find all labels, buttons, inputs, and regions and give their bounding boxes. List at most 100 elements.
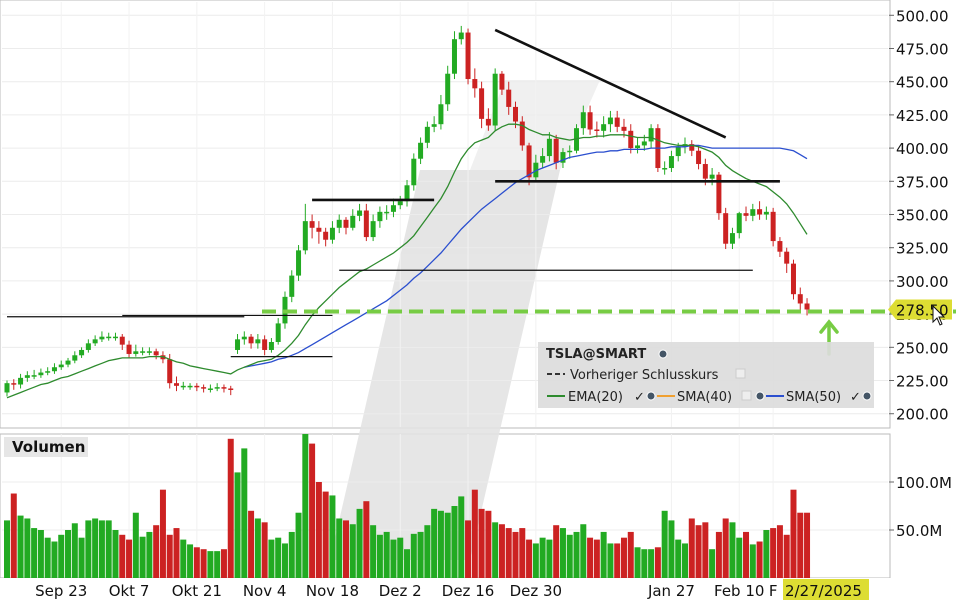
candle	[24, 371, 30, 382]
candle-body	[58, 364, 64, 368]
volume-bar	[661, 510, 668, 578]
candle	[11, 379, 17, 390]
candle	[424, 121, 430, 149]
volume-bar	[98, 520, 105, 578]
candle	[235, 334, 241, 354]
time-axis: Sep 23 Okt 7 Okt 21 Nov 4 Nov 18 Dez 2 Dez 16 D…	[35, 582, 777, 600]
candle	[628, 124, 634, 154]
candle-body	[580, 112, 586, 129]
volume-bar	[4, 520, 10, 578]
legend-sma50-check-icon[interactable]: ✓	[850, 390, 861, 405]
volume-bar	[729, 522, 736, 578]
candle-body	[804, 303, 810, 310]
candle	[519, 116, 525, 151]
legend-title-settings-icon[interactable]	[658, 349, 668, 359]
candle-body	[11, 383, 17, 385]
candle-body	[4, 383, 10, 393]
candle-body	[560, 152, 566, 163]
candle-body	[614, 117, 620, 127]
volume-bar	[641, 549, 648, 578]
legend-label-sma40: SMA(40)	[677, 390, 732, 405]
volume-bar	[268, 539, 275, 578]
sma50-line	[244, 144, 808, 368]
candle-body	[750, 209, 756, 216]
legend-prev-close-toggle-icon[interactable]	[735, 368, 746, 379]
price-tick-label: 225.00	[896, 373, 949, 391]
candle-body	[126, 344, 132, 354]
candle	[268, 338, 274, 353]
legend-sma40-settings-icon[interactable]	[755, 391, 765, 401]
volume-bar	[797, 512, 804, 578]
candle	[58, 360, 64, 370]
candle-body	[241, 336, 247, 340]
candle-body	[167, 359, 173, 384]
legend-ema20-check-icon[interactable]: ✓	[634, 390, 645, 405]
volume-bar	[315, 482, 322, 578]
candle	[343, 217, 349, 235]
legend-label-prev-close: Vorheriger Schlusskurs	[570, 368, 719, 383]
candle	[472, 68, 478, 98]
candle-body	[621, 126, 627, 131]
candle	[323, 227, 329, 247]
candle-body	[194, 385, 200, 388]
legend-sma50-settings-icon[interactable]	[862, 391, 872, 401]
candle	[194, 383, 200, 392]
volume-bar	[580, 524, 587, 578]
candle-body	[207, 388, 213, 390]
candle	[499, 71, 505, 95]
candle-body	[397, 201, 403, 206]
volume-bar	[736, 537, 743, 578]
candle-body	[140, 351, 146, 353]
candle	[445, 65, 451, 111]
candle	[587, 105, 593, 135]
indicator-lines	[6, 123, 808, 399]
candle-body	[79, 349, 85, 356]
candle-body	[736, 213, 742, 234]
volume-bar	[688, 518, 695, 578]
volume-bar	[553, 525, 560, 578]
candle	[255, 334, 261, 349]
candle-body	[546, 138, 552, 157]
candle-body	[492, 73, 498, 126]
candle-body	[146, 351, 152, 353]
volume-bar	[180, 539, 187, 578]
legend: TSLA@SMART Vorheriger Schlusskurs EMA(20…	[538, 342, 874, 408]
candle	[594, 121, 600, 138]
volume-bar	[709, 549, 716, 578]
candle-body	[112, 336, 118, 339]
legend-ema20-settings-icon[interactable]	[646, 391, 656, 401]
price-tick-label: 400.00	[896, 140, 949, 158]
volume-bar	[743, 531, 750, 578]
candle-body	[390, 205, 396, 212]
volume-bar	[309, 443, 316, 578]
legend-sma40-toggle-icon[interactable]	[741, 390, 752, 401]
time-tick-label: Nov 18	[306, 582, 359, 600]
candle	[397, 195, 403, 210]
price-tick-label: 425.00	[896, 107, 949, 125]
candle-body	[743, 213, 749, 216]
candle	[526, 142, 532, 186]
candle	[309, 214, 315, 239]
candle	[18, 373, 24, 389]
price-tick-label: 450.00	[896, 74, 949, 92]
candle	[553, 134, 559, 170]
volume-bar	[682, 543, 688, 578]
volume-bar	[546, 539, 553, 578]
volume-bar	[397, 537, 404, 578]
candle	[180, 381, 186, 390]
volume-bar	[241, 448, 248, 578]
candle	[275, 318, 281, 345]
candle-body	[451, 39, 457, 74]
candle-body	[567, 150, 573, 153]
volume-bar	[804, 512, 811, 578]
candle-body	[187, 385, 193, 388]
candle	[65, 357, 71, 368]
volume-bar	[65, 530, 72, 578]
candle	[174, 376, 179, 392]
candle	[302, 203, 308, 255]
legend-box	[538, 342, 874, 408]
candle-body	[411, 158, 417, 186]
volume-bar	[715, 531, 722, 578]
time-tick-label: F	[769, 582, 778, 600]
